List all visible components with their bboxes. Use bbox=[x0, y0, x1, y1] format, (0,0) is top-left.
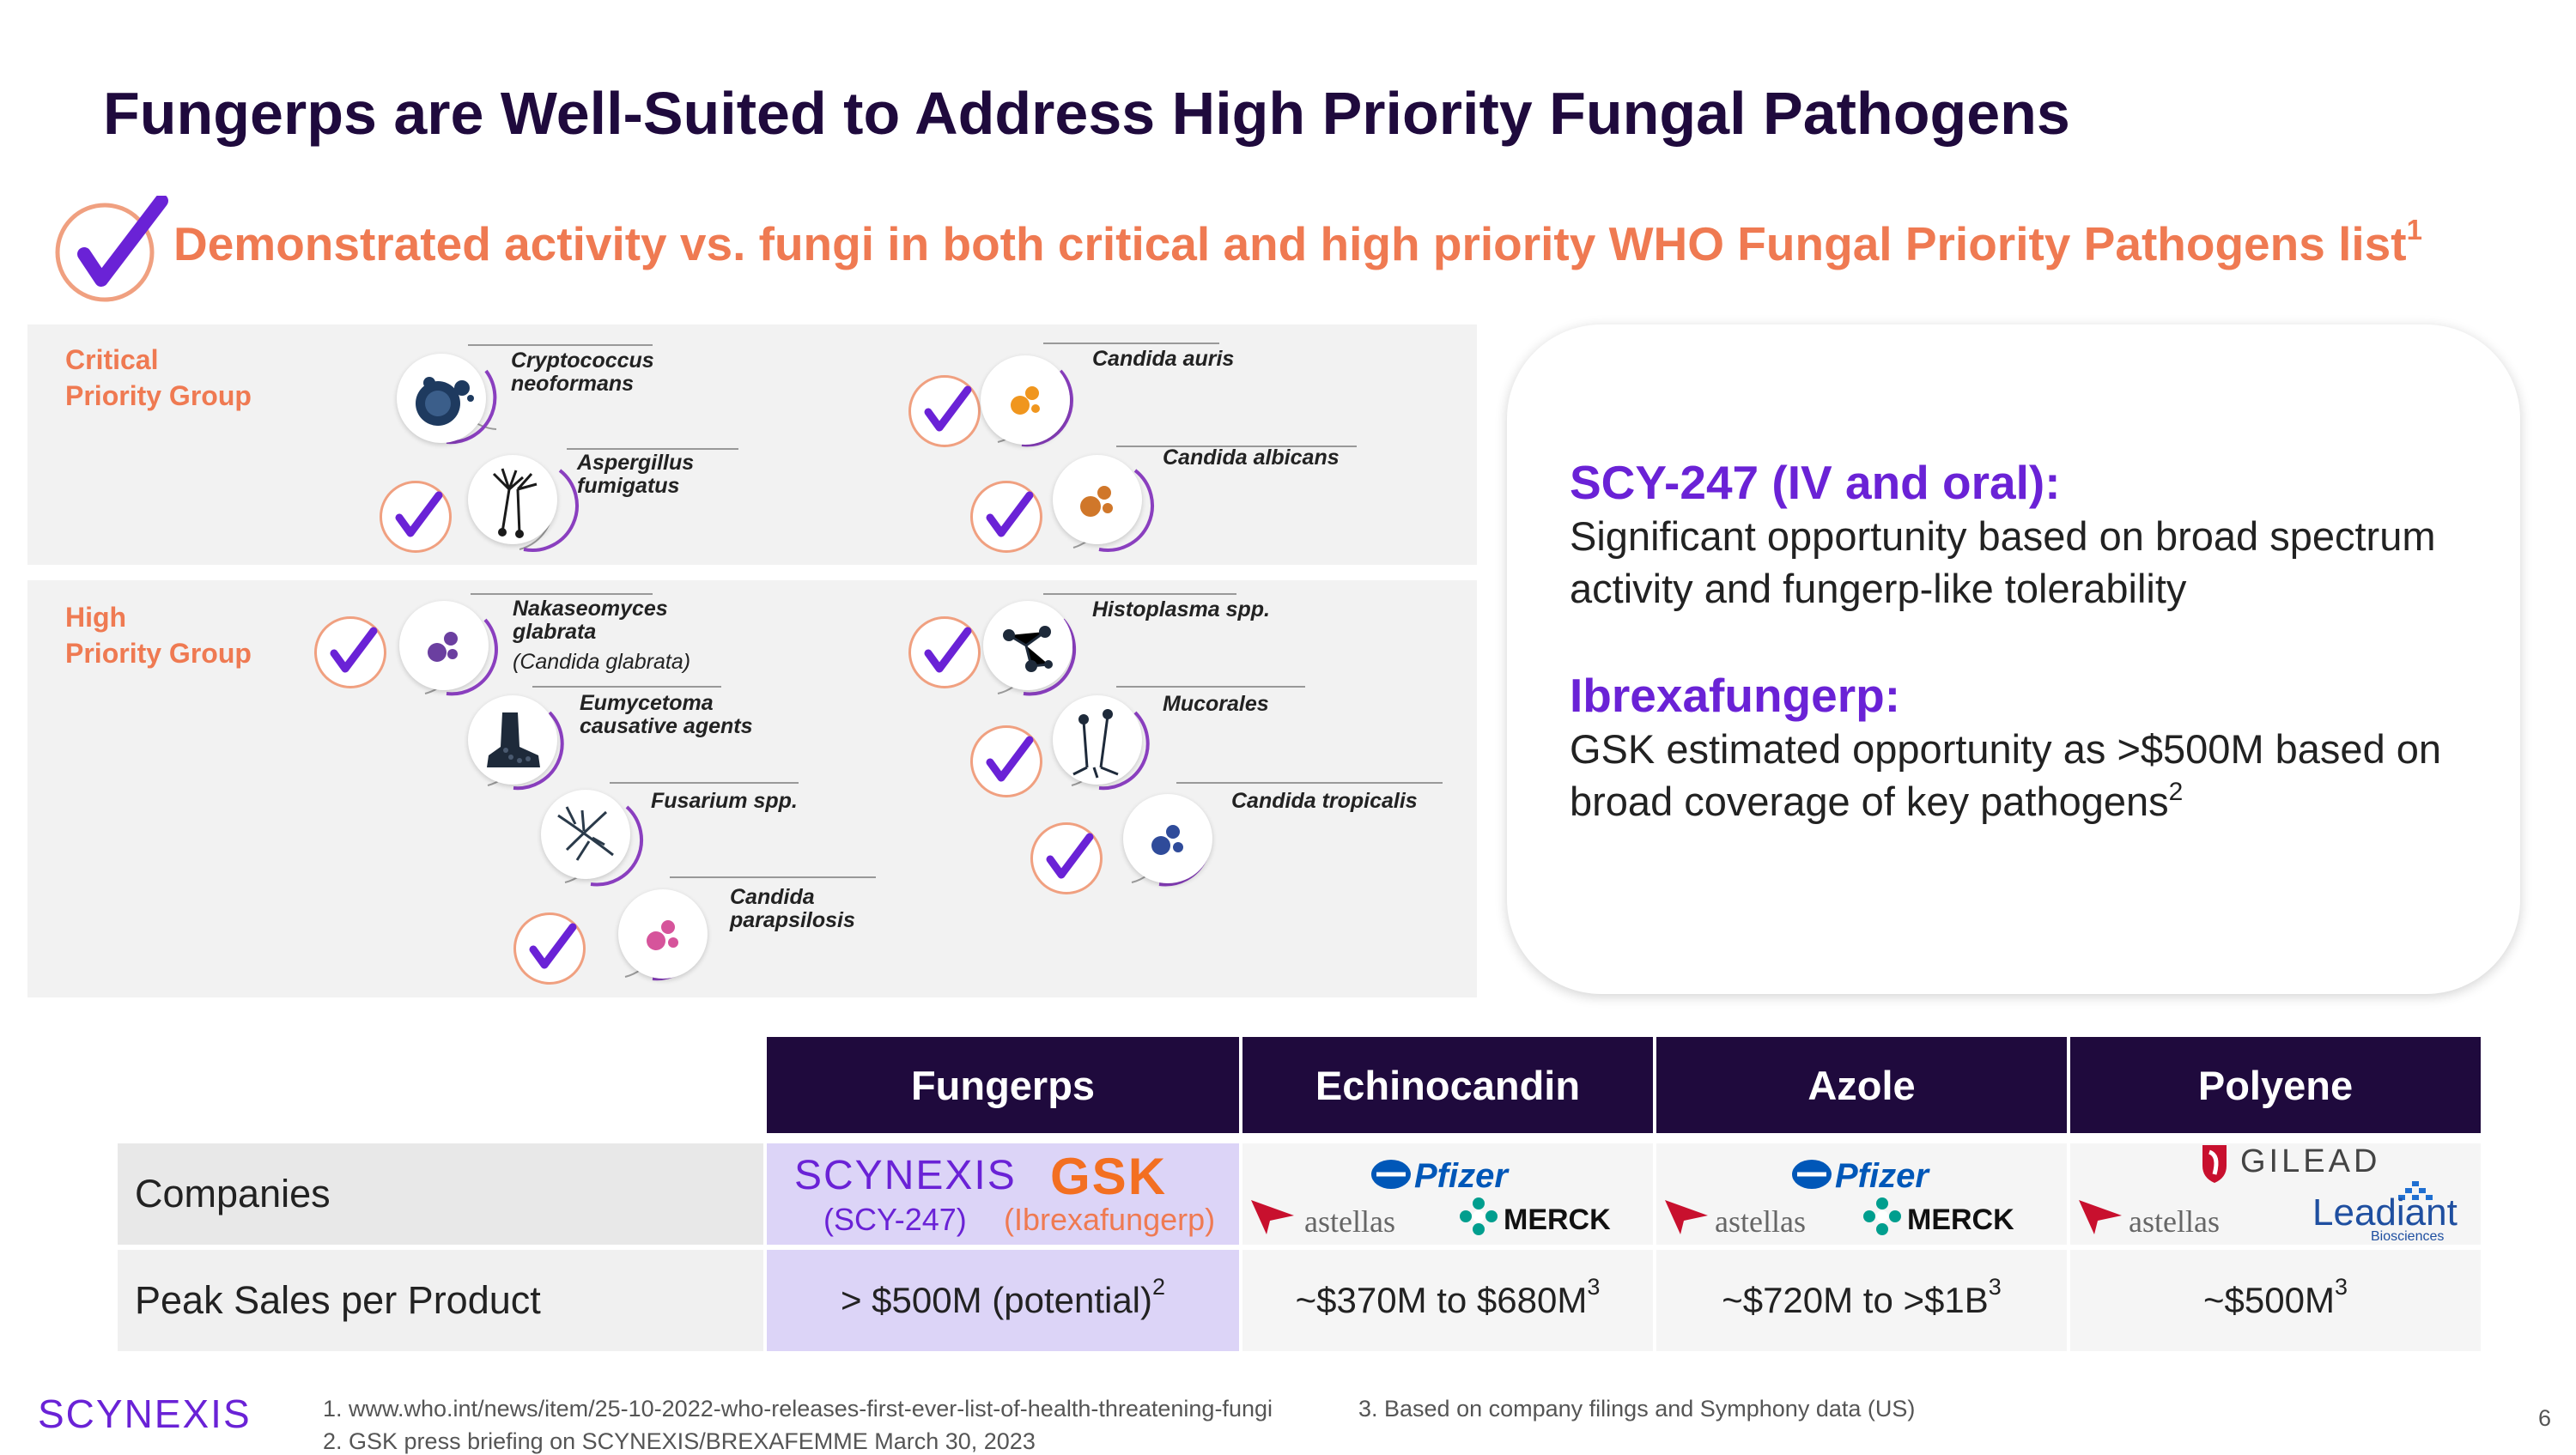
pathogen-label-candida-auris: Candida auris bbox=[1092, 347, 1235, 371]
leadiant-logo: Leadiant bbox=[2312, 1191, 2458, 1234]
astellas-icon bbox=[1249, 1195, 1296, 1236]
critical-group-label: Critical Priority Group bbox=[65, 344, 252, 411]
high-group-label: High Priority Group bbox=[65, 602, 252, 669]
merck-logo: MERCK bbox=[1907, 1203, 2014, 1236]
pfizer-icon bbox=[1370, 1155, 1413, 1193]
row-label-companies: Companies bbox=[118, 1143, 763, 1245]
eumycetoma-icon bbox=[468, 695, 557, 785]
table-header-azole: Azole bbox=[1656, 1037, 2067, 1133]
leadiant-sub: Biosciences bbox=[2371, 1229, 2445, 1244]
merck-logo: MERCK bbox=[1504, 1203, 1611, 1236]
aspergillus-icon bbox=[468, 455, 557, 544]
candida-tropicalis-icon bbox=[1123, 794, 1212, 883]
gilead-logo: GILEAD bbox=[2240, 1143, 2381, 1179]
merck-icon bbox=[1459, 1197, 1498, 1236]
mucorales-icon bbox=[1053, 695, 1142, 785]
card-text-scy247: Significant opportunity based on broad s… bbox=[1570, 513, 2436, 611]
astellas-logo: astellas bbox=[1715, 1204, 1806, 1239]
leadiant-icon bbox=[2397, 1171, 2434, 1200]
card-heading-ibrexafungerp: Ibrexafungerp: bbox=[1570, 669, 1901, 722]
check-icon bbox=[1030, 822, 1103, 894]
merck-icon bbox=[1862, 1197, 1902, 1236]
footer-scynexis-logo: SCYNEXIS bbox=[38, 1391, 252, 1436]
companies-polyene: GILEAD astellas Leadiant Biosciences bbox=[2070, 1143, 2481, 1245]
fungerps-note-ibrexafungerp: (Ibrexafungerp) bbox=[1004, 1202, 1216, 1237]
card-heading-scy247: SCY-247 (IV and oral): bbox=[1570, 456, 2061, 509]
companies-fungerps: SCYNEXIS GSK (SCY-247) (Ibrexafungerp) bbox=[767, 1143, 1239, 1245]
pathogen-label-candida-tropicalis: Candida tropicalis bbox=[1231, 789, 1418, 813]
subtitle: Demonstrated activity vs. fungi in both … bbox=[173, 214, 2422, 270]
candida-auris-icon bbox=[981, 355, 1070, 445]
sales-azole: ~$720M to >$1B 3 bbox=[1656, 1250, 2067, 1351]
pathogen-label-eumycetoma: Eumycetoma causative agents bbox=[580, 691, 753, 738]
pathogen-label-histoplasma: Histoplasma spp. bbox=[1092, 597, 1270, 621]
check-icon bbox=[908, 616, 981, 688]
info-card bbox=[1507, 324, 2520, 994]
pathogen-label-aspergillus: Aspergillus fumigatus bbox=[577, 451, 695, 498]
sales-fungerps: > $500M (potential) 2 bbox=[767, 1250, 1239, 1351]
cryptococcus-icon bbox=[397, 354, 486, 443]
histoplasma-icon bbox=[983, 601, 1072, 690]
connector-lines bbox=[424, 343, 1443, 981]
pathogen-label-candida-albicans: Candida albicans bbox=[1163, 446, 1340, 470]
companies-azole: Pfizer astellas MERCK bbox=[1656, 1143, 2067, 1245]
candida-albicans-icon bbox=[1053, 455, 1142, 544]
check-icon bbox=[314, 616, 386, 688]
pfizer-logo: Pfizer bbox=[1835, 1157, 1929, 1195]
check-icon bbox=[970, 725, 1042, 797]
high-group-panel bbox=[27, 580, 1477, 997]
card-text-ibrexafungerp: GSK estimated opportunity as >$500M base… bbox=[1570, 726, 2442, 824]
page-title: Fungerps are Well-Suited to Address High… bbox=[103, 80, 2070, 147]
astellas-logo: astellas bbox=[1304, 1204, 1395, 1239]
pathogen-label-candida-parapsilosis: Candida parapsilosis bbox=[730, 885, 855, 932]
pathogen-label-fusarium: Fusarium spp. bbox=[651, 789, 798, 813]
footnote-2: 2. GSK press briefing on SCYNEXIS/BREXAF… bbox=[323, 1428, 1036, 1454]
candida-parapsilosis-icon bbox=[618, 889, 708, 979]
page-number: 6 bbox=[2538, 1405, 2552, 1431]
companies-echinocandin: Pfizer astellas MERCK bbox=[1242, 1143, 1653, 1245]
pathogen-label-cryptococcus: Cryptococcus neoformans bbox=[511, 349, 654, 396]
footnote-1: 1. www.who.int/news/item/25-10-2022-who-… bbox=[323, 1396, 1273, 1422]
astellas-icon bbox=[2077, 1195, 2123, 1236]
sales-polyene: ~$500M 3 bbox=[2070, 1250, 2481, 1351]
pfizer-logo: Pfizer bbox=[1414, 1157, 1508, 1195]
subtitle-check-icon bbox=[52, 194, 172, 307]
row-label-peak-sales: Peak Sales per Product bbox=[118, 1250, 763, 1351]
fungerps-note-scy247: (SCY-247) bbox=[823, 1202, 967, 1237]
astellas-icon bbox=[1663, 1195, 1710, 1236]
footnote-3: 3. Based on company filings and Symphony… bbox=[1358, 1396, 1916, 1422]
pathogen-label-mucorales: Mucorales bbox=[1163, 692, 1269, 716]
gilead-icon bbox=[2197, 1140, 2232, 1185]
table-header-polyene: Polyene bbox=[2070, 1037, 2481, 1133]
check-icon bbox=[513, 912, 586, 985]
table-header-echinocandin: Echinocandin bbox=[1242, 1037, 1653, 1133]
fusarium-icon bbox=[541, 790, 630, 879]
check-icon bbox=[970, 481, 1042, 553]
table-header-fungerps: Fungerps bbox=[767, 1037, 1239, 1133]
gsk-logo: GSK bbox=[1050, 1148, 1168, 1205]
sales-echinocandin: ~$370M to $680M 3 bbox=[1242, 1250, 1653, 1351]
scynexis-logo: SCYNEXIS bbox=[794, 1153, 1017, 1198]
pfizer-icon bbox=[1790, 1155, 1833, 1193]
check-icon bbox=[380, 481, 452, 553]
pathogen-label-nakaseomyces: Nakaseomyces glabrata (Candida glabrata) bbox=[513, 597, 691, 674]
check-icon bbox=[908, 375, 981, 447]
critical-group-panel bbox=[27, 324, 1477, 565]
nakaseomyces-icon bbox=[399, 601, 489, 690]
astellas-logo: astellas bbox=[2129, 1204, 2220, 1239]
